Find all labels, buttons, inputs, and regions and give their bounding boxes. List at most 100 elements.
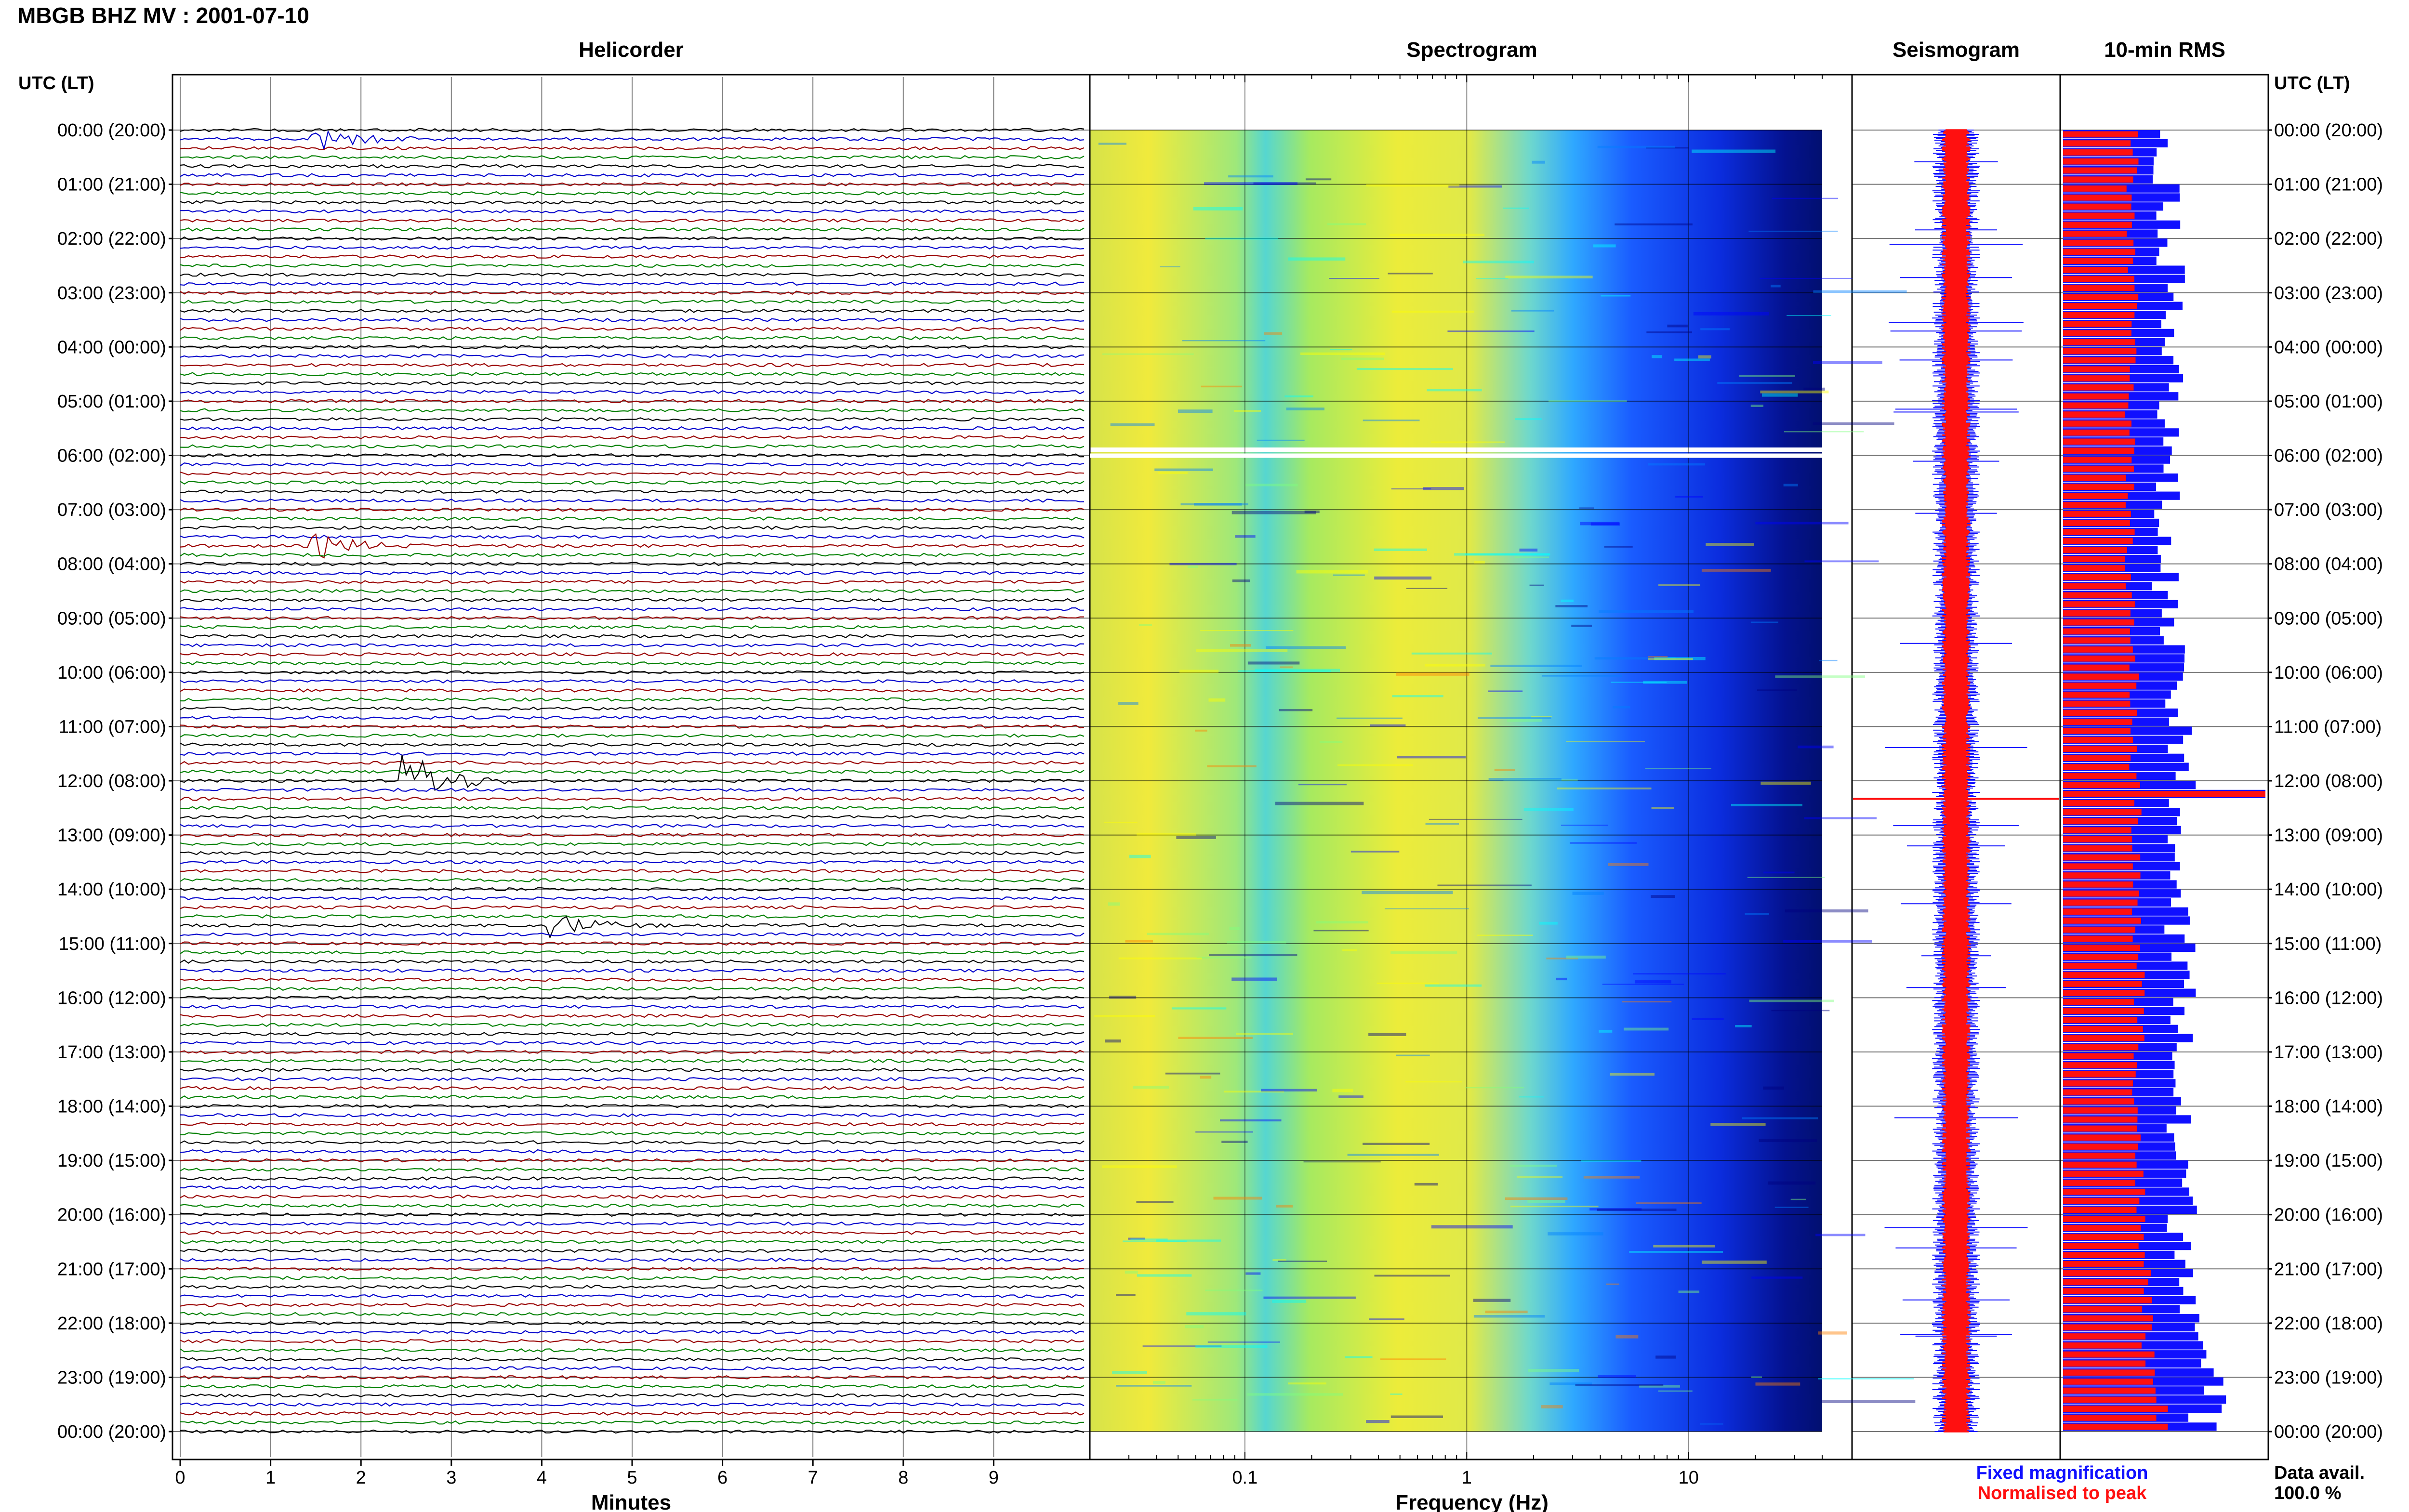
helicorder-trace (180, 263, 1085, 268)
spectrogram-streak (1546, 957, 1578, 960)
helicorder-trace (180, 688, 1085, 693)
rms-bar-normalised (2063, 167, 2137, 174)
rms-bar-normalised (2063, 945, 2141, 951)
helicorder-trace (180, 860, 1085, 865)
rms-bar-normalised (2063, 908, 2132, 915)
time-label-right: 12:00 (08:00) (2274, 771, 2383, 791)
spectrogram-streak (1431, 1225, 1513, 1229)
spectrogram-streak (1405, 1081, 1462, 1083)
spectrogram-streak (1207, 1341, 1281, 1343)
helicorder-trace (180, 489, 1085, 494)
spectrogram-streak (1319, 741, 1343, 743)
helicorder-trace (180, 1167, 1085, 1172)
rms-bar-normalised (2063, 800, 2134, 806)
helicorder-trace (180, 1366, 1085, 1371)
spectrogram-streak (1186, 1312, 1246, 1315)
time-label-right: 15:00 (11:00) (2274, 934, 2382, 954)
spectrogram-streak (1437, 884, 1532, 886)
rms-bar-normalised (2063, 249, 2135, 255)
helicorder-title: Helicorder (579, 38, 684, 62)
helicorder-traces (180, 128, 1085, 1434)
spectrogram-streak (1783, 484, 1798, 486)
spectrogram-streak (1701, 568, 1771, 572)
helicorder-trace (180, 1194, 1085, 1199)
helicorder-trace (180, 354, 1085, 358)
spectrogram-streak (1505, 1197, 1568, 1200)
rms-bar-normalised (2063, 1134, 2141, 1141)
spectrogram-streak (1463, 261, 1535, 263)
time-label-right: 21:00 (17:00) (2274, 1259, 2383, 1279)
spectrogram-streak (1473, 1315, 1545, 1318)
rms-bar-normalised (2063, 1288, 2144, 1295)
rms-bar-normalised (2063, 438, 2135, 445)
spectrogram-streak (1787, 315, 1831, 316)
rms-bar-normalised (2063, 872, 2141, 879)
spectrogram-streak (1517, 1176, 1563, 1178)
rms-bar-normalised (2063, 348, 2137, 355)
helicorder-trace (180, 634, 1085, 639)
spectrogram-streak (1755, 522, 1849, 525)
rms-bar-normalised (2063, 1008, 2144, 1014)
helicorder-trace (180, 408, 1085, 413)
spectrogram-streak (1223, 1091, 1284, 1093)
rms-bar-normalised (2063, 710, 2137, 716)
time-label-left: 09:00 (05:00) (57, 608, 166, 629)
helicorder-trace (180, 751, 1085, 756)
spectrogram-streak (1590, 522, 1620, 526)
helicorder-trace (180, 155, 1085, 159)
helicorder-trace (180, 344, 1085, 349)
helicorder-trace (180, 417, 1085, 421)
spectrogram-streak (1608, 863, 1649, 866)
spectrogram-streak (1178, 409, 1213, 413)
rms-bar-normalised (2063, 366, 2130, 373)
rms-bar-normalised (2063, 990, 2145, 996)
spectrogram-streak (1606, 1283, 1619, 1285)
spectrogram-streak (1693, 312, 1769, 316)
helicorder-trace (180, 968, 1085, 973)
left-axis-title: UTC (LT) (18, 73, 94, 93)
rms-bar-normalised (2063, 465, 2134, 472)
rms-bar-normalised (2063, 981, 2142, 987)
seismogram-trace (1853, 129, 2059, 1433)
time-label-left: 08:00 (04:00) (57, 554, 166, 575)
rms-bar-normalised (2063, 836, 2132, 842)
spectrogram-streak (1160, 266, 1180, 267)
rms-bar-normalised (2063, 719, 2132, 725)
rms-bar-normalised (2063, 1324, 2152, 1331)
rms-bar-normalised (2063, 1351, 2155, 1358)
spectrogram-streak (1634, 980, 1672, 984)
rms-bar-normalised (2063, 683, 2137, 689)
rms-bar-normalised (2063, 511, 2131, 517)
helicorder-trace (180, 480, 1085, 485)
spectrogram-streak (1192, 1399, 1238, 1401)
spectrogram-streak (1204, 182, 1298, 185)
spectrogram-streak (1411, 652, 1492, 655)
helicorder-trace (180, 516, 1085, 521)
spectrogram-streak (1303, 1161, 1381, 1163)
helicorder-trace (180, 916, 1085, 939)
rms-bar-normalised (2063, 140, 2131, 147)
helicorder-trace (180, 824, 1085, 828)
rms-bar-normalised (2063, 484, 2134, 490)
time-label-left: 23:00 (19:00) (57, 1367, 166, 1388)
rms-bar-normalised (2063, 158, 2139, 165)
rms-bar-normalised (2063, 411, 2125, 418)
helicorder-panel (172, 74, 1091, 1460)
rms-bar-normalised (2063, 1270, 2151, 1276)
rms-bar-normalised (2063, 736, 2133, 743)
spectrogram-streak (1125, 940, 1153, 943)
helicorder-trace (180, 652, 1085, 657)
rms-bar-normalised (2063, 1180, 2135, 1186)
time-label-left: 11:00 (07:00) (59, 717, 166, 737)
spectrogram-streak (1136, 1201, 1174, 1203)
spectrogram-streak (1233, 409, 1261, 412)
helicorder-trace (180, 1384, 1085, 1389)
spectrogram-streak (1187, 565, 1198, 568)
spectrogram-streak (1523, 808, 1574, 812)
spectrogram-streak (1570, 842, 1637, 844)
helicorder-trace (180, 755, 1084, 791)
spectrogram-streak (1599, 1029, 1613, 1033)
x-tick-label: 3 (446, 1468, 456, 1488)
spectrogram-streak (1396, 672, 1469, 676)
spectrogram-streak (1751, 1276, 1803, 1279)
